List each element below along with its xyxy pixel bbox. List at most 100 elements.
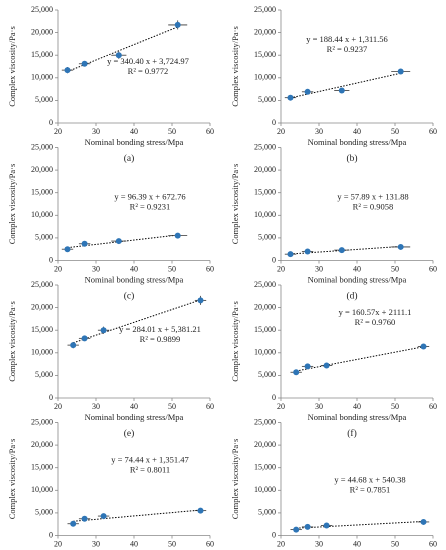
point <box>323 362 330 369</box>
point <box>174 21 181 28</box>
x-tick-label: 50 <box>391 539 399 548</box>
y-tick-label: 10,000 <box>31 210 53 219</box>
point <box>338 247 345 254</box>
x-tick-label: 40 <box>353 539 361 548</box>
point <box>64 67 71 74</box>
y-tick-label: 20,000 <box>254 302 276 311</box>
x-tick-label: 40 <box>130 264 138 273</box>
point <box>304 363 311 370</box>
y-tick-label: 5,000 <box>258 95 276 104</box>
point <box>64 246 71 253</box>
y-tick-label: 0 <box>272 530 276 539</box>
x-tick-label: 20 <box>54 539 62 548</box>
y-tick-label: 10,000 <box>31 348 53 357</box>
x-tick-label: 20 <box>277 264 285 273</box>
x-tick-label: 50 <box>168 539 176 548</box>
trendline <box>296 346 424 372</box>
point <box>81 60 88 67</box>
caption: (e) <box>124 428 135 439</box>
point <box>81 515 88 522</box>
y-tick-label: 5,000 <box>258 508 276 517</box>
y-tick-label: 15,000 <box>31 188 53 197</box>
trendline <box>73 299 201 344</box>
x-tick-label: 20 <box>54 127 62 136</box>
y-axis-label: Complex viscosity/Pa·s <box>7 301 17 382</box>
x-tick-label: 20 <box>54 264 62 273</box>
trendline-equation: y = 44.68 x + 540.38 <box>334 474 405 484</box>
point <box>397 68 404 75</box>
y-tick-label: 25,000 <box>254 280 276 289</box>
y-axis-label: Complex viscosity/Pa·s <box>7 26 17 107</box>
y-tick-label: 15,000 <box>31 325 53 334</box>
y-tick-label: 25,000 <box>31 5 53 14</box>
y-tick-label: 25,000 <box>254 5 276 14</box>
y-tick-label: 20,000 <box>31 302 53 311</box>
y-axis-label: Complex viscosity/Pa·s <box>230 164 240 245</box>
x-tick-label: 30 <box>315 264 323 273</box>
point <box>293 526 300 533</box>
point <box>197 507 204 514</box>
y-tick-label: 0 <box>49 530 53 539</box>
point <box>420 518 427 525</box>
caption: (d) <box>346 291 357 302</box>
y-tick-label: 0 <box>49 393 53 402</box>
r-squared: R² = 0.9058 <box>353 201 394 211</box>
x-tick-label: 20 <box>277 402 285 411</box>
y-tick-label: 0 <box>272 118 276 127</box>
x-tick-label: 30 <box>92 539 100 548</box>
y-tick-label: 5,000 <box>35 233 53 242</box>
y-tick-label: 20,000 <box>31 440 53 449</box>
x-tick-label: 60 <box>206 539 214 548</box>
x-tick-label: 60 <box>206 264 214 273</box>
y-tick-label: 15,000 <box>254 463 276 472</box>
point <box>304 248 311 255</box>
y-axis-label: Complex viscosity/Pa·s <box>7 164 17 245</box>
y-tick-label: 10,000 <box>254 210 276 219</box>
trendline-equation: y = 340.40 x + 3,724.97 <box>107 56 189 66</box>
x-tick-label: 60 <box>206 402 214 411</box>
y-axis-label: Complex viscosity/Pa·s <box>230 26 240 107</box>
r-squared: R² = 0.9760 <box>355 317 396 327</box>
y-tick-label: 0 <box>272 393 276 402</box>
x-tick-label: 30 <box>92 127 100 136</box>
y-tick-label: 5,000 <box>35 508 53 517</box>
x-tick-label: 30 <box>315 539 323 548</box>
x-axis-label: Nominal bonding stress/Mpa <box>308 274 407 284</box>
point <box>100 513 107 520</box>
point <box>323 522 330 529</box>
trendline <box>296 520 424 529</box>
y-tick-label: 10,000 <box>31 485 53 494</box>
y-tick-label: 5,000 <box>35 370 53 379</box>
y-tick-label: 20,000 <box>31 27 53 36</box>
caption: (f) <box>347 428 357 439</box>
caption: (a) <box>124 153 135 164</box>
x-axis-label: Nominal bonding stress/Mpa <box>85 274 184 284</box>
y-tick-label: 10,000 <box>254 73 276 82</box>
point <box>81 335 88 342</box>
y-tick-label: 25,000 <box>254 142 276 151</box>
trendline-equation: y = 188.44 x + 1,311.56 <box>306 34 388 44</box>
x-tick-label: 60 <box>429 127 437 136</box>
point <box>287 251 294 258</box>
x-axis-label: Nominal bonding stress/Mpa <box>308 412 407 422</box>
y-axis-label: Complex viscosity/Pa·s <box>7 439 17 520</box>
x-tick-label: 50 <box>391 127 399 136</box>
trendline-equation: y = 57.89 x + 131.88 <box>337 191 408 201</box>
y-tick-label: 25,000 <box>254 417 276 426</box>
x-tick-label: 40 <box>353 402 361 411</box>
point <box>174 232 181 239</box>
point <box>304 88 311 95</box>
point <box>287 94 294 101</box>
point <box>115 52 122 59</box>
trendline <box>73 509 201 522</box>
x-tick-label: 50 <box>168 264 176 273</box>
x-tick-label: 60 <box>429 402 437 411</box>
trendline-equation: y = 160.57x + 2111.1 <box>339 307 412 317</box>
r-squared: R² = 0.9231 <box>130 201 171 211</box>
y-tick-label: 20,000 <box>254 165 276 174</box>
y-tick-label: 10,000 <box>254 485 276 494</box>
y-axis-label: Complex viscosity/Pa·s <box>230 439 240 520</box>
